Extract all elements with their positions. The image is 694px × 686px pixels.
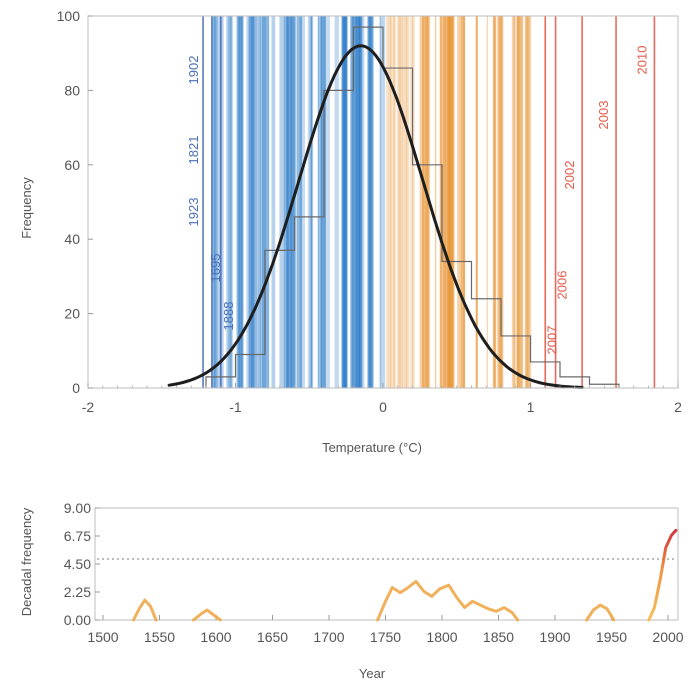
histogram-bars (205, 26, 620, 388)
x-tick-label: 1800 (426, 629, 457, 645)
y-tick-label: 80 (64, 82, 80, 98)
x-tick-label: 1600 (200, 629, 231, 645)
frequency-line (647, 528, 678, 622)
y-tick-label: 40 (64, 231, 80, 247)
y-tick-label: 0 (72, 380, 80, 396)
x-tick-label: 1900 (539, 629, 570, 645)
y-tick-label: 0.00 (64, 612, 91, 628)
year-label-2007: 2007 (544, 326, 559, 355)
year-label-1821: 1821 (186, 136, 201, 165)
histogram-outline (205, 26, 620, 388)
x-tick-label: 0 (379, 399, 387, 415)
bottom-plot-frame (94, 507, 679, 621)
top-x-axis-label: Temperature (°C) (322, 440, 422, 455)
year-label-1923: 1923 (186, 198, 201, 227)
x-tick-label: 1 (527, 399, 535, 415)
normal-fit-curve (167, 44, 584, 389)
histogram-panel: 1902192318211695188820072006200220032010… (19, 8, 682, 455)
top-axis-ticks: 0 20 40 60 80 100 -2 -1 0 1 2 (57, 8, 682, 415)
x-tick-label: 1950 (596, 629, 627, 645)
y-tick-label: 2.25 (64, 584, 91, 600)
year-label-2003: 2003 (596, 101, 611, 130)
year-label-2006: 2006 (555, 271, 570, 300)
frequency-line (191, 608, 222, 622)
x-tick-label: 1650 (257, 629, 288, 645)
decadal-frequency-panel: 0.00 2.25 4.50 6.75 9.00 1500 1550 1600 1650 1700… (19, 500, 684, 681)
frequency-line (585, 603, 616, 622)
x-tick-label: -1 (229, 399, 242, 415)
x-tick-label: 1500 (87, 629, 118, 645)
y-tick-label: 4.50 (64, 556, 91, 572)
decadal-frequency-series (132, 528, 678, 622)
year-label-1902: 1902 (186, 56, 201, 85)
x-tick-label: 1550 (144, 629, 175, 645)
fit-curve-line (167, 44, 584, 389)
y-tick-label: 6.75 (64, 528, 91, 544)
bottom-y-axis-label: Decadal frequency (19, 507, 34, 616)
top-y-axis-label: Frequency (19, 177, 34, 239)
bottom-x-axis-label: Year (359, 666, 386, 681)
frequency-line (132, 598, 158, 622)
x-tick-label: 2000 (652, 629, 683, 645)
year-label-2002: 2002 (562, 161, 577, 190)
year-label-1888: 1888 (221, 302, 236, 331)
y-tick-label: 100 (57, 8, 81, 24)
frequency-line (376, 579, 520, 622)
x-tick-label: 1750 (370, 629, 401, 645)
x-tick-label: -2 (82, 399, 95, 415)
x-tick-label: 2 (674, 399, 682, 415)
x-tick-label: 1700 (313, 629, 344, 645)
y-tick-label: 9.00 (64, 500, 91, 516)
bottom-axis-ticks: 0.00 2.25 4.50 6.75 9.00 1500 1550 1600 1650 1700… (64, 500, 684, 645)
year-label-2010: 2010 (634, 46, 649, 75)
year-label-1695: 1695 (208, 254, 223, 283)
x-tick-label: 1850 (483, 629, 514, 645)
labeled-year-lines: 1902 1923 1821 1695 1888 2007 2006 2002 2003 2010 (186, 16, 656, 388)
temperature-stripes (211, 16, 532, 388)
y-tick-label: 60 (64, 157, 80, 173)
y-tick-label: 20 (64, 306, 80, 322)
